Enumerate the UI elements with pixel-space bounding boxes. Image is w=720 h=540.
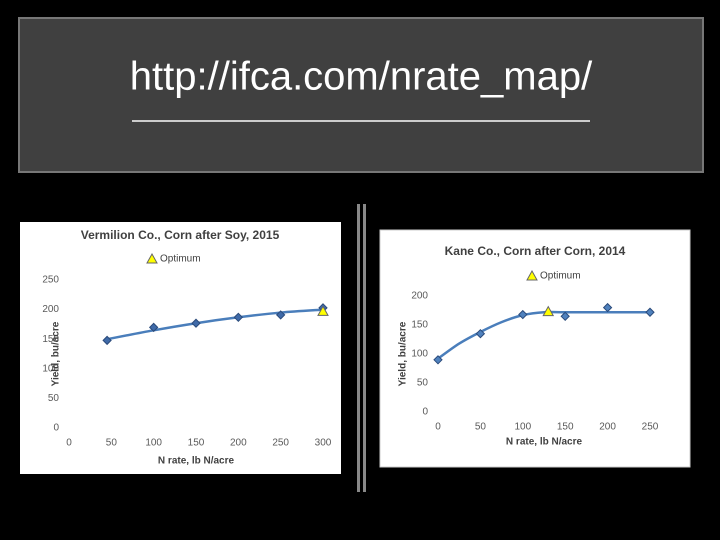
x-tick-label: 150	[557, 422, 574, 433]
legend-label: Optimum	[540, 271, 581, 282]
data-point	[645, 307, 655, 317]
data-point	[233, 312, 244, 323]
data-point	[475, 328, 486, 339]
data-point	[102, 335, 112, 346]
x-tick-label: 50	[106, 438, 118, 449]
x-tick-label: 250	[272, 438, 289, 449]
y-tick-label: 150	[42, 334, 59, 345]
y-tick-label: 250	[42, 275, 59, 286]
divider	[357, 204, 360, 492]
chart-panel	[20, 222, 341, 474]
x-tick-label: 0	[435, 422, 441, 433]
chart-title: Vermilion Co., Corn after Soy, 2015	[81, 228, 280, 242]
y-tick-label: 100	[42, 363, 59, 374]
y-axis-label: Yield, bu/acre	[51, 321, 62, 386]
x-tick-label: 100	[514, 422, 531, 433]
y-tick-label: 200	[411, 291, 428, 302]
divider	[363, 204, 366, 492]
data-point	[275, 310, 286, 320]
y-tick-label: 50	[417, 378, 429, 389]
x-tick-label: 50	[475, 422, 487, 433]
x-tick-label: 150	[188, 438, 205, 449]
slide-title: http://ifca.com/nrate_map/	[130, 55, 593, 99]
fit-line	[106, 308, 324, 341]
x-tick-label: 250	[642, 422, 659, 433]
x-tick-label: 100	[145, 438, 162, 449]
legend-marker	[526, 269, 538, 281]
legend-marker	[146, 252, 158, 264]
y-tick-label: 0	[422, 407, 428, 418]
data-point	[433, 355, 443, 365]
data-point	[518, 309, 528, 320]
x-axis-label: N rate, lb N/acre	[158, 456, 235, 467]
y-tick-label: 200	[42, 304, 59, 315]
data-point	[148, 322, 159, 333]
header-box	[18, 17, 704, 173]
y-tick-label: 50	[48, 393, 60, 404]
y-tick-label: 100	[411, 349, 428, 360]
y-axis-label: Yield, bu/acre	[398, 321, 409, 386]
optimum-point	[542, 305, 555, 317]
data-point	[560, 311, 570, 322]
x-axis-label: N rate, lb N/acre	[506, 437, 583, 448]
chart-panel	[379, 229, 691, 468]
x-tick-label: 200	[230, 438, 247, 449]
x-tick-label: 200	[599, 422, 616, 433]
y-tick-label: 150	[411, 320, 428, 331]
y-tick-label: 0	[53, 423, 59, 434]
x-tick-label: 0	[66, 438, 72, 449]
optimum-point	[317, 305, 329, 316]
x-tick-label: 300	[315, 438, 332, 449]
data-point	[602, 302, 613, 313]
chart-title: Kane Co., Corn after Corn, 2014	[445, 244, 626, 258]
data-point	[191, 318, 201, 328]
legend-label: Optimum	[160, 254, 201, 265]
